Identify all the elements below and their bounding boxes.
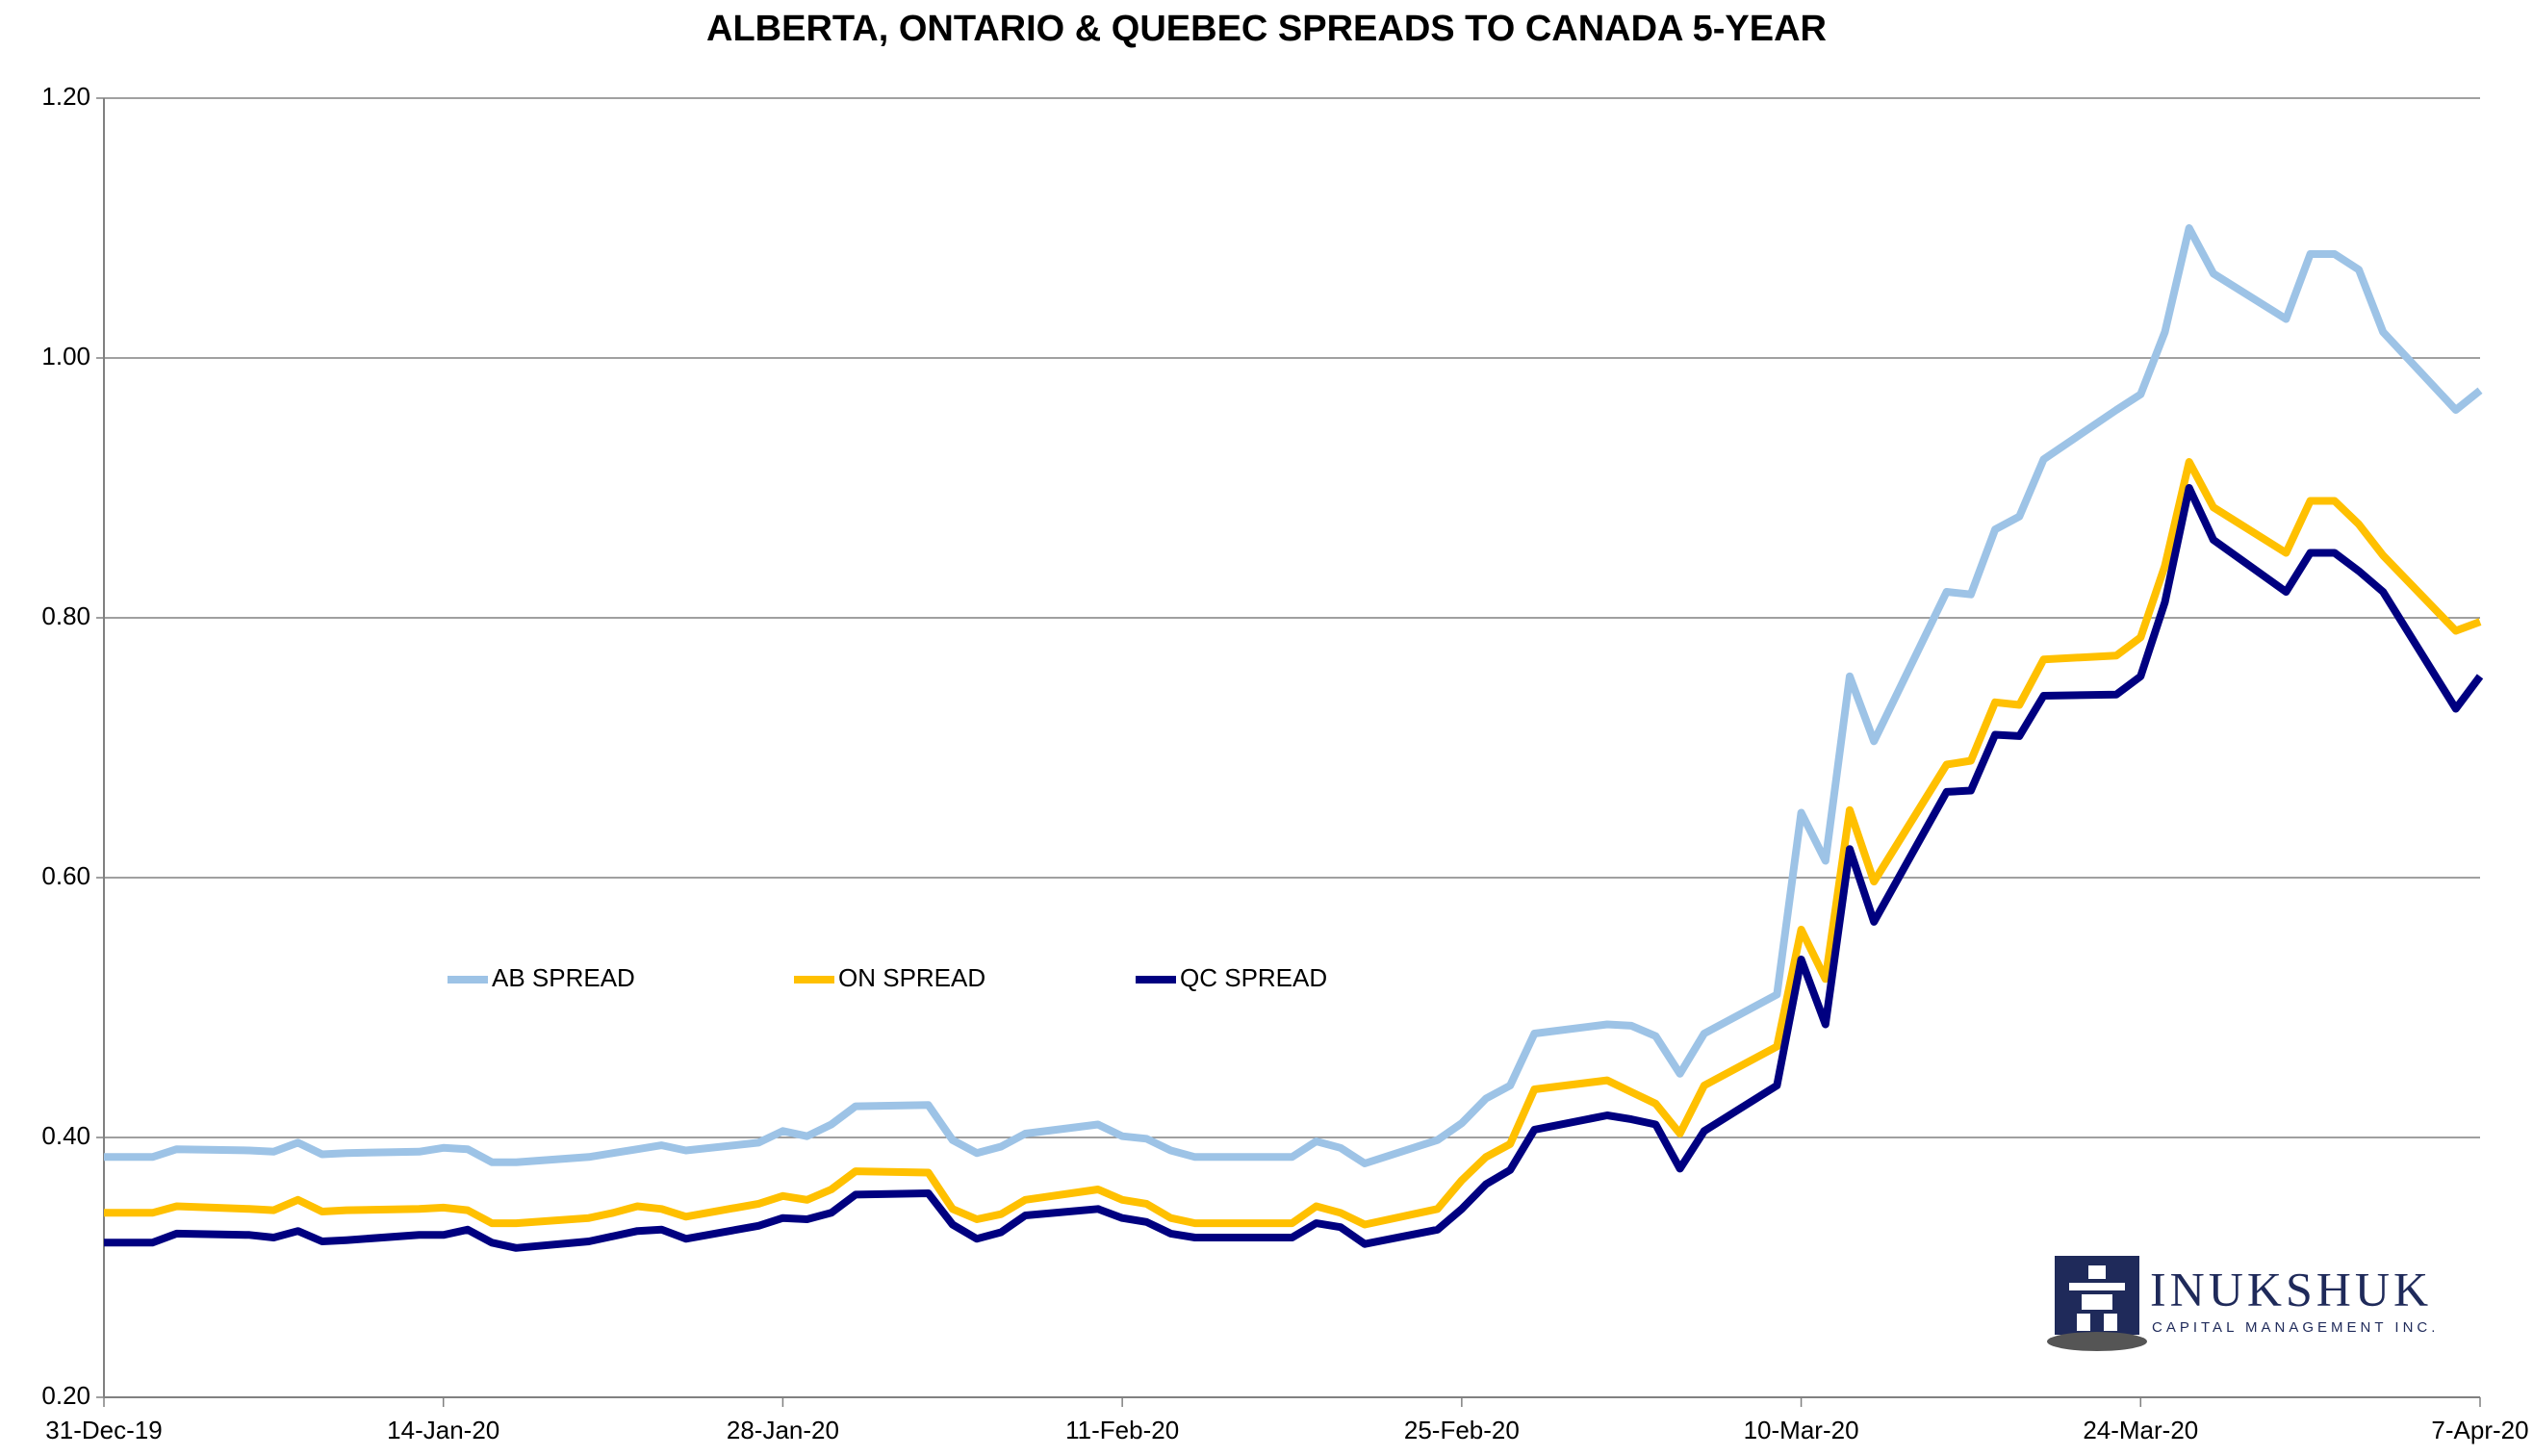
x-tick-label: 25-Feb-20: [1404, 1416, 1520, 1444]
x-tick-label: 11-Feb-20: [1065, 1416, 1179, 1444]
logo-name: INUKSHUK: [2150, 1262, 2432, 1316]
logo-icon-leg: [2077, 1314, 2090, 1331]
logo: INUKSHUK CAPITAL MANAGEMENT INC.: [2047, 1256, 2439, 1351]
y-tick-label: 0.20: [41, 1381, 90, 1410]
x-tick-label: 10-Mar-20: [1744, 1416, 1859, 1444]
logo-icon-body: [2082, 1294, 2112, 1310]
legend-label: AB SPREAD: [492, 963, 635, 992]
series-line: [104, 224, 2483, 1167]
x-tick-label: 28-Jan-20: [727, 1416, 839, 1444]
logo-icon-leg: [2104, 1314, 2117, 1331]
logo-icon-head: [2088, 1265, 2106, 1279]
logo-icon-base: [2047, 1332, 2147, 1351]
x-tick-label: 14-Jan-20: [387, 1416, 499, 1444]
chart-title: ALBERTA, ONTARIO & QUEBEC SPREADS TO CAN…: [706, 9, 1827, 49]
x-tick-label: 24-Mar-20: [2083, 1416, 2198, 1444]
logo-icon-arms: [2069, 1283, 2125, 1290]
y-tick-label: 0.60: [41, 861, 90, 890]
series-line: [104, 458, 2482, 1229]
legend-label: QC SPREAD: [1180, 963, 1327, 992]
y-tick-label: 1.00: [41, 342, 90, 370]
legend-label: ON SPREAD: [838, 963, 985, 992]
x-tick-label: 31-Dec-19: [45, 1416, 162, 1444]
y-tick-label: 0.80: [41, 601, 90, 630]
x-tick-label: 7-Apr-20: [2431, 1416, 2528, 1444]
logo-tagline: CAPITAL MANAGEMENT INC.: [2152, 1319, 2439, 1336]
y-tick-label: 0.40: [41, 1121, 90, 1150]
series-line: [104, 484, 2484, 1252]
y-tick-label: 1.20: [41, 82, 90, 111]
